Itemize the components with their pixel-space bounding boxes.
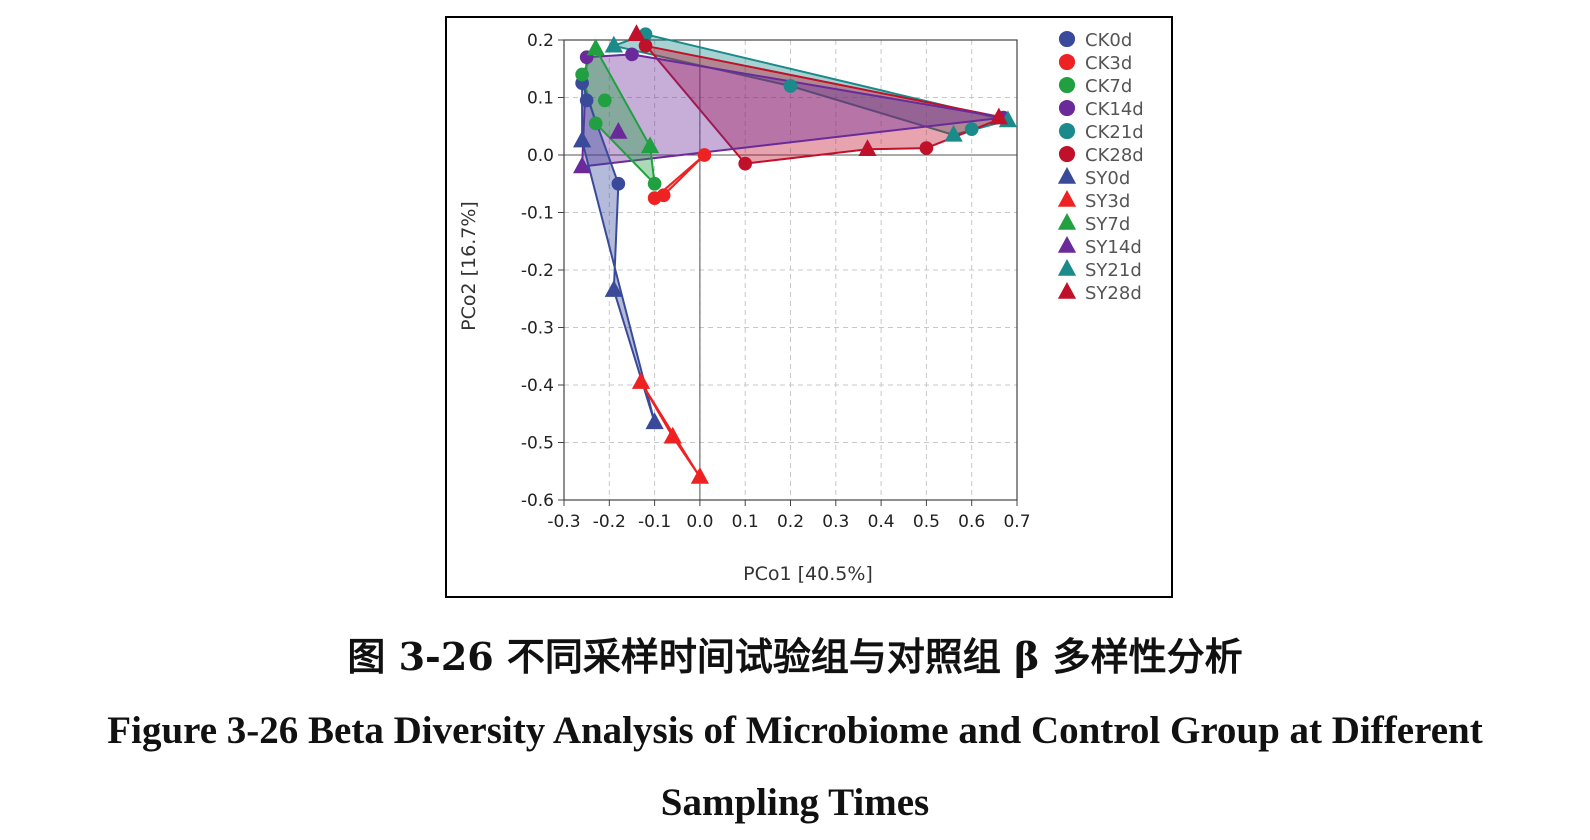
legend-label-ck7d: CK7d: [1085, 76, 1132, 97]
y-tick-label: 0.2: [527, 31, 554, 51]
data-point-sy28d: [989, 107, 1008, 125]
data-point-ck28d: [919, 141, 934, 155]
data-point-ck28d: [738, 156, 753, 171]
y-tick-label: 0.0: [527, 146, 554, 166]
x-tick-label: 0.1: [732, 512, 759, 532]
data-point-ck21d: [964, 122, 979, 136]
data-point-sy7d: [586, 38, 605, 56]
data-point-ck0d: [579, 93, 594, 108]
x-tick-label: -0.1: [638, 512, 671, 532]
pcoa-scatter-plot: -0.3 -0.2 -0.1 0.0 0.1 0.2 0.3 0.4 0.5 0.6 0.7 0.2 0…: [458, 24, 1144, 585]
legend: CK0dCK3dCK7dCK14dCK21dCK28dSY0dSY3dSY7dS…: [1057, 30, 1144, 304]
x-tick-label: 0.6: [958, 512, 985, 532]
y-tick-label: -0.2: [521, 261, 554, 281]
data-point-ck21d: [783, 79, 798, 93]
data-point-sy0d: [604, 280, 623, 297]
data-point-ck0d: [611, 176, 626, 191]
x-tick-label: -0.2: [593, 512, 626, 532]
legend-marker-sy28d: [1057, 282, 1077, 299]
data-point-sy14d: [573, 156, 592, 174]
data-point-sy28d: [858, 139, 877, 157]
data-point-sy0d: [645, 412, 664, 430]
data-point-sy3d: [631, 372, 651, 389]
data-point-ck14d: [625, 47, 639, 62]
data-point-ck3d: [656, 188, 671, 203]
figure-caption-chinese: 图 3-26 不同采样时间试验组与对照组 β 多样性分析: [347, 634, 1243, 679]
x-tick-label: 0.2: [777, 512, 804, 532]
figure-caption-english-line2: Sampling Times: [660, 781, 930, 824]
data-point-sy21d: [604, 35, 623, 53]
x-tick-label: 0.7: [1003, 512, 1030, 532]
legend-label-ck14d: CK14d: [1085, 99, 1144, 120]
y-tick-label: -0.1: [521, 204, 554, 224]
y-tick-label: -0.3: [521, 319, 554, 339]
legend-marker-sy3d: [1057, 190, 1077, 207]
y-tick-label: 0.1: [527, 89, 554, 109]
legend-marker-sy14d: [1057, 236, 1077, 253]
data-point-sy21d: [944, 124, 963, 142]
data-point-ck7d: [597, 93, 612, 108]
legend-label-sy7d: SY7d: [1085, 214, 1130, 235]
legend-marker-ck3d: [1058, 53, 1076, 71]
data-point-sy14d: [609, 122, 628, 139]
x-tick-label: 0.4: [868, 512, 895, 532]
axis-labels: PCo1 [40.5%] PCo2 [16.7%]: [458, 201, 873, 585]
legend-label-sy14d: SY14d: [1085, 237, 1142, 258]
legend-label-sy21d: SY21d: [1085, 260, 1142, 281]
data-point-sy7d: [640, 136, 660, 154]
y-tick-label: -0.5: [521, 434, 554, 454]
legend-marker-sy0d: [1057, 167, 1077, 184]
legend-marker-ck21d: [1058, 122, 1076, 140]
data-point-ck7d: [588, 116, 603, 131]
group-hulls: [581, 33, 1009, 478]
legend-label-sy0d: SY0d: [1085, 168, 1130, 189]
legend-label-sy3d: SY3d: [1085, 191, 1130, 212]
group-hull: [640, 381, 701, 478]
y-axis-label: PCo2 [16.7%]: [458, 201, 480, 331]
y-tick-label: -0.6: [521, 491, 554, 511]
x-tick-label: -0.3: [547, 512, 580, 532]
legend-label-ck3d: CK3d: [1085, 53, 1132, 74]
legend-marker-sy21d: [1057, 259, 1077, 276]
data-point-ck28d: [638, 38, 653, 53]
legend-label-sy28d: SY28d: [1085, 283, 1142, 304]
data-point-ck7d: [575, 67, 589, 82]
x-tick-label: 0.5: [913, 512, 940, 532]
data-point-sy28d: [627, 24, 646, 42]
legend-marker-ck0d: [1058, 30, 1076, 48]
data-points: [573, 24, 1018, 484]
legend-marker-sy7d: [1057, 213, 1077, 230]
axes: -0.3 -0.2 -0.1 0.0 0.1 0.2 0.3 0.4 0.5 0.6 0.7 0.2 0…: [521, 31, 1031, 532]
legend-label-ck28d: CK28d: [1085, 145, 1144, 166]
figure-caption-english-line1: Figure 3-26 Beta Diversity Analysis of M…: [107, 709, 1483, 752]
x-tick-label: 0.0: [686, 512, 713, 532]
legend-marker-ck7d: [1058, 76, 1076, 94]
legend-label-ck0d: CK0d: [1085, 30, 1132, 51]
x-tick-label: 0.3: [822, 512, 849, 532]
data-point-sy3d: [663, 426, 682, 444]
legend-label-ck21d: CK21d: [1085, 122, 1144, 143]
data-point-sy0d: [573, 130, 592, 148]
data-point-sy3d: [690, 467, 709, 484]
data-point-ck7d: [647, 176, 662, 191]
legend-marker-ck28d: [1058, 145, 1076, 163]
data-point-ck3d: [697, 148, 712, 162]
y-tick-label: -0.4: [521, 376, 554, 396]
legend-marker-ck14d: [1058, 99, 1076, 117]
chart-frame: -0.3 -0.2 -0.1 0.0 0.1 0.2 0.3 0.4 0.5 0.6 0.7 0.2 0…: [445, 16, 1173, 598]
x-axis-label: PCo1 [40.5%]: [743, 563, 873, 585]
